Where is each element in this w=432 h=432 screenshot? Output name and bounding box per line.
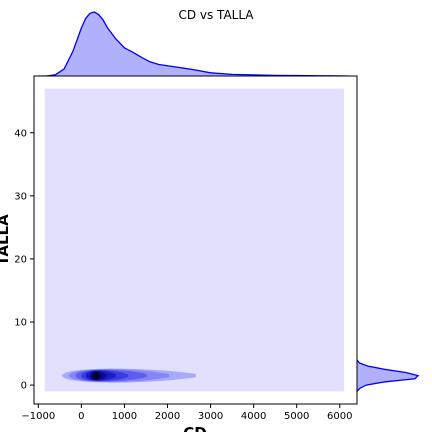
y-axis-label: TALLA — [0, 214, 12, 266]
chart-title: CD vs TALLA — [178, 8, 254, 22]
x-tick-label: 1000 — [112, 411, 137, 422]
joint-kde-panel — [33, 75, 358, 405]
x-tick-label: 6000 — [327, 411, 352, 422]
kde-contour-level-9 — [94, 371, 99, 380]
y-tick-label: 0 — [21, 381, 27, 392]
y-tick-label: 10 — [14, 318, 27, 329]
kde-lowest-contour-level — [44, 88, 345, 392]
x-tick-label: 3000 — [198, 411, 223, 422]
marginal-x-fill — [38, 12, 349, 76]
marginal-x-kde — [38, 11, 349, 77]
joint-frame — [33, 75, 358, 405]
x-tick-label: 4000 — [241, 411, 266, 422]
x-tick-label: 2000 — [155, 411, 180, 422]
marginal-x-curve — [38, 11, 349, 77]
x-tick-label: 0 — [78, 411, 84, 422]
marginal-y-kde — [356, 359, 420, 392]
x-tick-label: 5000 — [284, 411, 309, 422]
x-tick-label: −1000 — [21, 411, 55, 422]
y-tick-label: 40 — [14, 128, 27, 139]
x-axis: −1000 0 1000 2000 3000 4000 5000 6000 — [21, 404, 352, 422]
marginal-y-fill — [357, 359, 418, 392]
y-tick-label: 30 — [14, 191, 27, 202]
marginal-y-curve — [356, 359, 420, 392]
y-tick-label: 20 — [14, 254, 27, 265]
x-axis-label: CD — [183, 424, 206, 432]
y-axis: 0 10 20 30 40 — [14, 128, 34, 392]
